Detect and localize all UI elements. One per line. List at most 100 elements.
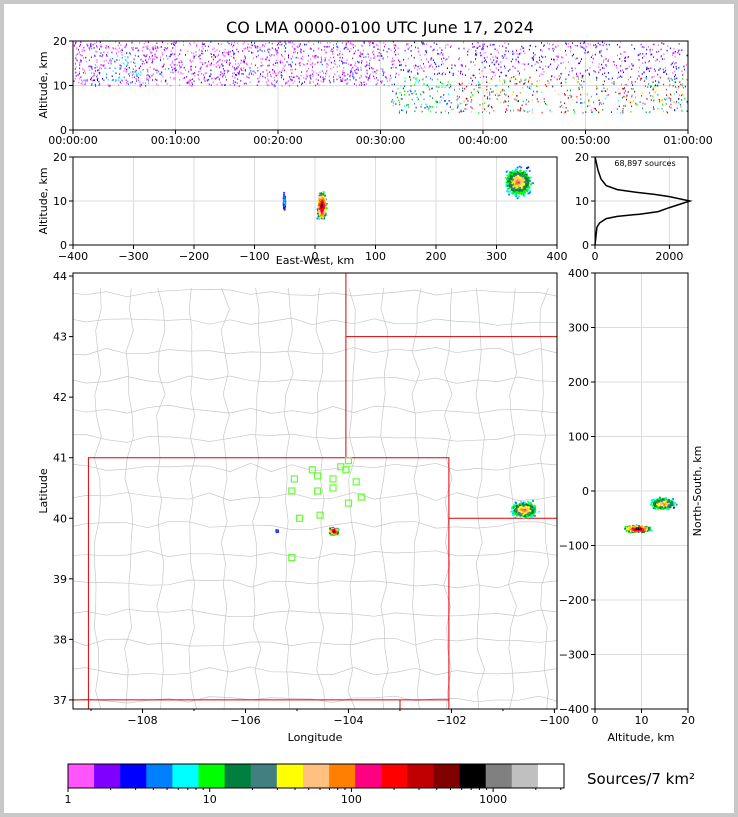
time-height-source: [505, 74, 507, 77]
time-height-source: [185, 76, 187, 78]
time-height-source: [219, 58, 221, 61]
time-height-source: [494, 94, 496, 96]
time-height-source: [601, 90, 603, 93]
time-height-source: [477, 42, 479, 44]
time-height-source: [199, 61, 201, 64]
time-height-source: [673, 47, 675, 50]
time-height-source: [601, 103, 602, 105]
time-height-source: [426, 84, 428, 87]
time-height-source: [592, 111, 594, 113]
time-height-source: [676, 91, 678, 93]
time-height-source: [410, 90, 412, 93]
time-height-source: [342, 79, 344, 82]
time-height-source: [265, 58, 267, 61]
time-height-source: [280, 71, 282, 74]
ew-source: [509, 171, 511, 173]
time-height-source: [271, 83, 273, 86]
time-height-source: [383, 49, 385, 52]
time-height-source: [201, 46, 203, 48]
time-height-source: [557, 55, 559, 58]
time-height-source: [596, 88, 598, 90]
time-height-source: [300, 57, 302, 60]
time-height-source: [145, 85, 147, 87]
ew-source: [515, 172, 518, 175]
ew-source: [321, 204, 323, 207]
time-height-source: [476, 52, 478, 54]
time-height-source: [244, 69, 246, 71]
time-height-source: [189, 60, 191, 62]
time-height-source: [324, 60, 326, 62]
time-height-source: [132, 71, 134, 73]
time-height-source: [381, 55, 383, 57]
ew-source: [527, 192, 530, 195]
time-height-source: [595, 108, 596, 110]
time-height-source: [260, 57, 262, 60]
time-height-source: [406, 104, 408, 106]
time-height-source: [372, 67, 373, 70]
time-height-source: [125, 79, 127, 82]
time-height-source: [318, 41, 319, 44]
time-height-source: [341, 80, 343, 82]
time-height-source: [602, 80, 604, 83]
time-height-source: [73, 44, 75, 47]
time-height-source: [290, 58, 292, 60]
time-height-source: [204, 50, 206, 52]
time-height-source: [661, 58, 663, 60]
time-height-source: [507, 104, 509, 107]
time-height-source: [653, 75, 655, 78]
plan-view-source: [336, 529, 339, 531]
ew-source: [515, 181, 518, 184]
time-height-source: [477, 90, 479, 93]
time-height-source: [418, 51, 420, 53]
time-height-source: [384, 76, 386, 78]
time-height-source: [284, 50, 286, 53]
time-height-source: [645, 111, 647, 114]
time-height-source: [678, 94, 680, 96]
time-height-source: [261, 45, 263, 47]
time-height-source: [99, 66, 101, 69]
time-height-source: [637, 70, 639, 73]
time-height-source: [249, 73, 251, 75]
time-height-source: [377, 55, 379, 57]
time-height-source: [605, 65, 607, 68]
time-height-source: [358, 61, 360, 64]
time-height-source: [539, 75, 541, 77]
time-height-source: [404, 49, 406, 52]
time-height-source: [465, 104, 467, 106]
time-height-source: [391, 98, 393, 101]
time-height-source: [574, 44, 576, 47]
time-height-source: [485, 110, 487, 113]
time-height-source: [198, 55, 200, 58]
time-height-source: [331, 50, 332, 52]
time-height-source: [415, 82, 417, 84]
time-height-source: [75, 66, 77, 68]
time-height-source: [650, 86, 652, 88]
time-height-source: [109, 59, 110, 62]
time-height-source: [240, 79, 242, 82]
time-height-source: [182, 77, 184, 80]
time-height-source: [537, 100, 539, 103]
time-height-source: [668, 78, 670, 81]
time-height-source: [107, 84, 109, 86]
time-height-source: [443, 94, 445, 96]
time-height-source: [524, 68, 526, 71]
time-height-source: [80, 76, 82, 78]
time-height-source: [668, 97, 670, 99]
time-height-source: [549, 109, 551, 112]
time-height-source: [98, 80, 100, 83]
time-height-source: [290, 69, 292, 71]
ew-source: [316, 212, 319, 215]
time-height-source: [152, 74, 153, 77]
time-height-source: [420, 106, 422, 108]
time-height-source: [658, 69, 660, 71]
time-height-source: [192, 60, 194, 62]
time-height-source: [656, 51, 658, 53]
county-boundary: [284, 288, 294, 709]
time-height-source: [481, 111, 483, 113]
time-height-source: [108, 47, 110, 49]
time-height-source: [441, 58, 442, 60]
time-height-source: [123, 70, 125, 72]
time-height-source: [213, 63, 215, 66]
time-height-source: [479, 72, 481, 75]
time-height-source: [482, 47, 484, 50]
